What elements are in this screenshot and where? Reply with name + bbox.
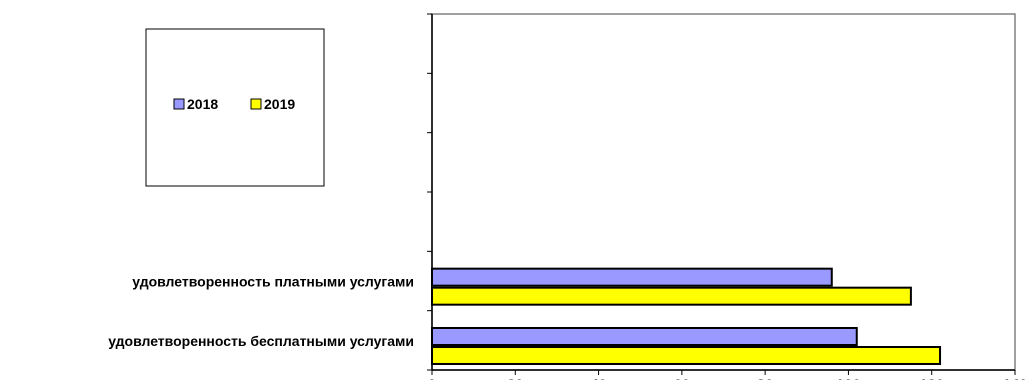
legend-label-2018: 2018 [187, 96, 218, 112]
x-tick-label-80: 80 [757, 376, 774, 380]
category-label-1: удовлетворенность платными услугами [132, 274, 414, 290]
x-tick-label-100: 100 [836, 376, 861, 380]
legend-swatch-2018 [173, 98, 185, 110]
category-labels: удовлетворенность бесплатными услугами уд… [108, 274, 414, 349]
legend-label-2019: 2019 [264, 96, 295, 112]
legend-box [145, 28, 325, 187]
x-tick-label-0: 0 [428, 376, 436, 380]
bars-group [431, 267, 942, 365]
x-tick-label-20: 20 [507, 376, 524, 380]
bar-2019-cat-1 [431, 286, 912, 306]
bar-2018-cat-0 [431, 327, 858, 346]
bar-2019-cat-0 [431, 346, 942, 365]
x-tick-label-40: 40 [590, 376, 607, 380]
x-tick-label-140: 140 [1002, 376, 1027, 380]
x-tick-labels: 0 20 40 60 80 100 120 140 [428, 376, 1028, 380]
plot-area [431, 13, 1016, 371]
x-tick-label-120: 120 [919, 376, 944, 380]
x-tick-label-60: 60 [674, 376, 691, 380]
legend-swatch-2019 [250, 98, 262, 110]
bar-2018-cat-1 [431, 267, 833, 287]
category-label-0: удовлетворенность бесплатными услугами [108, 333, 414, 349]
axes-group [427, 13, 1016, 375]
legend: 2018 2019 [145, 28, 325, 187]
